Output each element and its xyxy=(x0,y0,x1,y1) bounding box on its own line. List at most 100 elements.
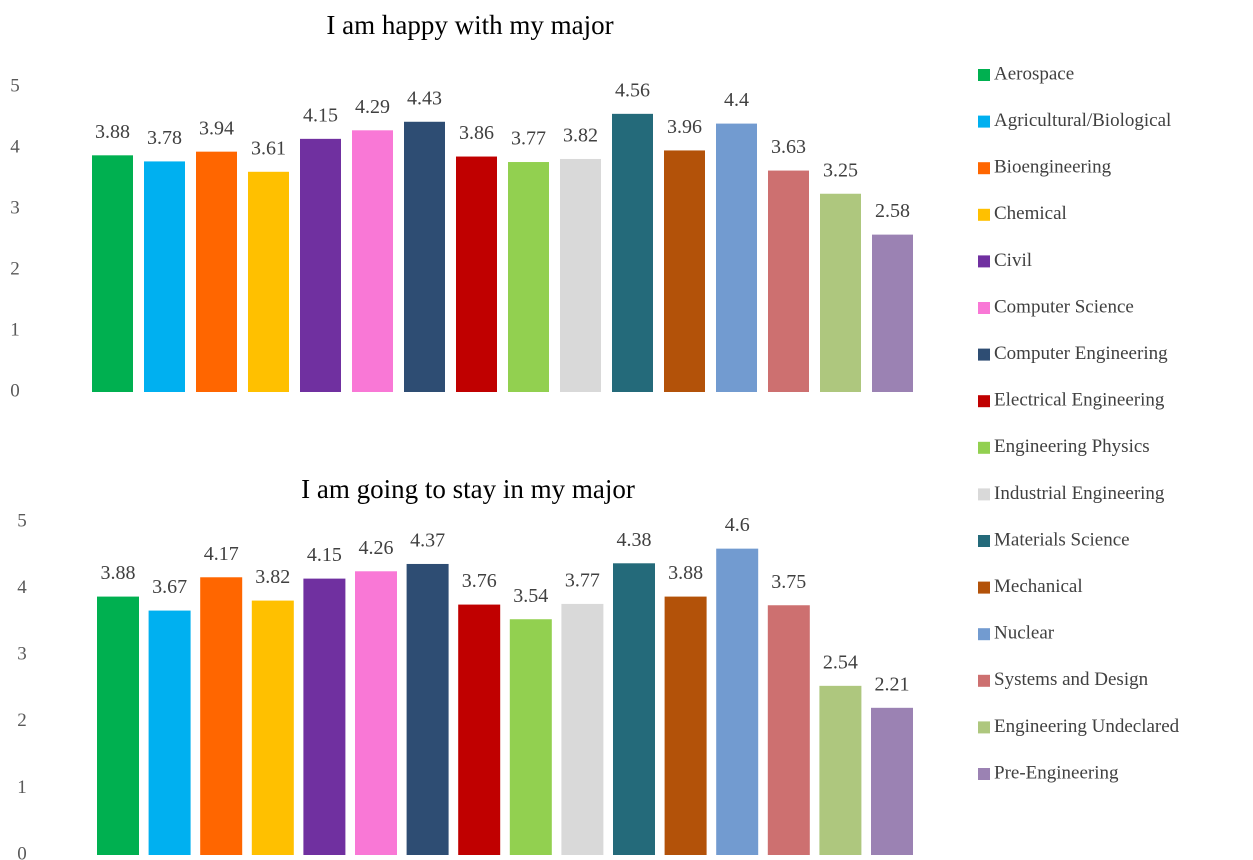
legend-swatch xyxy=(978,535,990,547)
legend-swatch xyxy=(978,302,990,314)
data-label: 4.37 xyxy=(410,530,445,552)
y-tick-label: 5 xyxy=(10,75,20,96)
legend-swatch xyxy=(978,162,990,175)
y-tick-label: 2 xyxy=(10,258,20,279)
legend-swatch xyxy=(978,441,990,454)
y-tick-label: 2 xyxy=(17,710,27,731)
legend-label: Agricultural/Biological xyxy=(994,110,1171,131)
chart-title: I am going to stay in my major xyxy=(301,474,635,504)
legend-label: Engineering Physics xyxy=(994,436,1150,457)
data-label: 3.86 xyxy=(459,122,494,144)
chart-title: I am happy with my major xyxy=(326,10,613,40)
data-label: 4.56 xyxy=(615,79,650,101)
data-label: 3.75 xyxy=(771,571,806,593)
y-tick-label: 1 xyxy=(17,777,27,798)
legend-swatch xyxy=(978,348,990,361)
legend-label: Bioengineering xyxy=(994,157,1112,178)
legend-swatch xyxy=(978,255,990,268)
bar xyxy=(509,619,552,855)
legend-swatch xyxy=(978,115,990,128)
legend-swatch xyxy=(978,721,990,734)
bar xyxy=(300,138,341,392)
bar xyxy=(716,548,759,855)
data-label: 3.82 xyxy=(563,125,598,147)
bar xyxy=(612,113,653,392)
data-label: 4.29 xyxy=(355,96,390,118)
y-tick-label: 3 xyxy=(10,197,20,218)
bar xyxy=(352,130,393,392)
bar xyxy=(664,596,707,855)
data-label: 3.88 xyxy=(95,121,130,143)
bar xyxy=(251,600,294,855)
legend-label: Aerospace xyxy=(994,63,1074,84)
y-tick-label: 1 xyxy=(10,319,20,340)
legend-swatch xyxy=(978,581,990,594)
bar xyxy=(613,563,655,855)
data-label: 3.77 xyxy=(511,128,546,150)
legend-label: Engineering Undeclared xyxy=(994,716,1180,737)
bar xyxy=(404,121,445,393)
data-label: 4.17 xyxy=(204,543,239,565)
data-label: 3.76 xyxy=(462,570,497,592)
legend-label: Computer Science xyxy=(994,296,1134,317)
y-tick-label: 0 xyxy=(17,843,27,860)
data-label: 3.88 xyxy=(101,562,136,584)
bar xyxy=(200,577,243,855)
data-label: 3.67 xyxy=(152,576,187,598)
bar xyxy=(92,155,133,392)
bar xyxy=(561,603,604,855)
bar xyxy=(303,578,346,855)
data-label: 2.21 xyxy=(875,673,910,695)
data-label: 4.26 xyxy=(359,537,394,559)
data-label: 3.82 xyxy=(255,566,290,588)
bar xyxy=(819,685,862,855)
data-label: 3.88 xyxy=(668,562,703,584)
legend-label: Chemical xyxy=(994,203,1067,224)
bar xyxy=(871,707,913,855)
legend-swatch xyxy=(978,69,990,81)
bar xyxy=(560,158,601,392)
legend-label: Materials Science xyxy=(994,529,1130,550)
legend-swatch xyxy=(978,488,990,501)
data-label: 4.15 xyxy=(307,544,342,566)
bar xyxy=(820,193,861,392)
bar xyxy=(248,171,289,392)
data-label: 3.77 xyxy=(565,570,600,592)
legend-swatch xyxy=(978,208,990,221)
legend-swatch xyxy=(978,628,990,641)
y-tick-label: 4 xyxy=(10,136,20,157)
legend-swatch xyxy=(978,395,990,408)
bar xyxy=(406,563,449,855)
bar xyxy=(355,571,397,855)
bar xyxy=(664,150,705,392)
bar xyxy=(508,162,549,392)
legend-swatch xyxy=(978,674,990,687)
data-label: 4.15 xyxy=(303,104,338,126)
y-tick-label: 3 xyxy=(17,644,27,665)
bar xyxy=(716,123,757,392)
legend-label: Systems and Design xyxy=(994,669,1149,690)
data-label: 3.96 xyxy=(667,116,702,138)
data-label: 3.63 xyxy=(771,136,806,158)
legend-label: Civil xyxy=(994,250,1032,271)
legend-label: Industrial Engineering xyxy=(994,483,1165,504)
data-label: 3.25 xyxy=(823,159,858,181)
data-label: 4.6 xyxy=(725,514,750,536)
data-label: 2.54 xyxy=(823,651,858,673)
data-label: 3.94 xyxy=(199,117,234,139)
data-label: 2.58 xyxy=(875,200,910,222)
data-label: 3.78 xyxy=(147,127,182,149)
bar xyxy=(767,605,810,855)
legend-swatch xyxy=(978,768,990,780)
legend-label: Mechanical xyxy=(994,576,1083,597)
bar xyxy=(97,596,139,855)
bar xyxy=(144,161,185,392)
data-label: 3.54 xyxy=(513,585,548,607)
legend-label: Computer Engineering xyxy=(994,343,1168,364)
data-label: 4.4 xyxy=(724,89,749,111)
data-label: 3.61 xyxy=(251,137,286,159)
data-label: 4.43 xyxy=(407,87,442,109)
bar xyxy=(458,604,501,855)
legend-label: Pre-Engineering xyxy=(994,762,1119,783)
